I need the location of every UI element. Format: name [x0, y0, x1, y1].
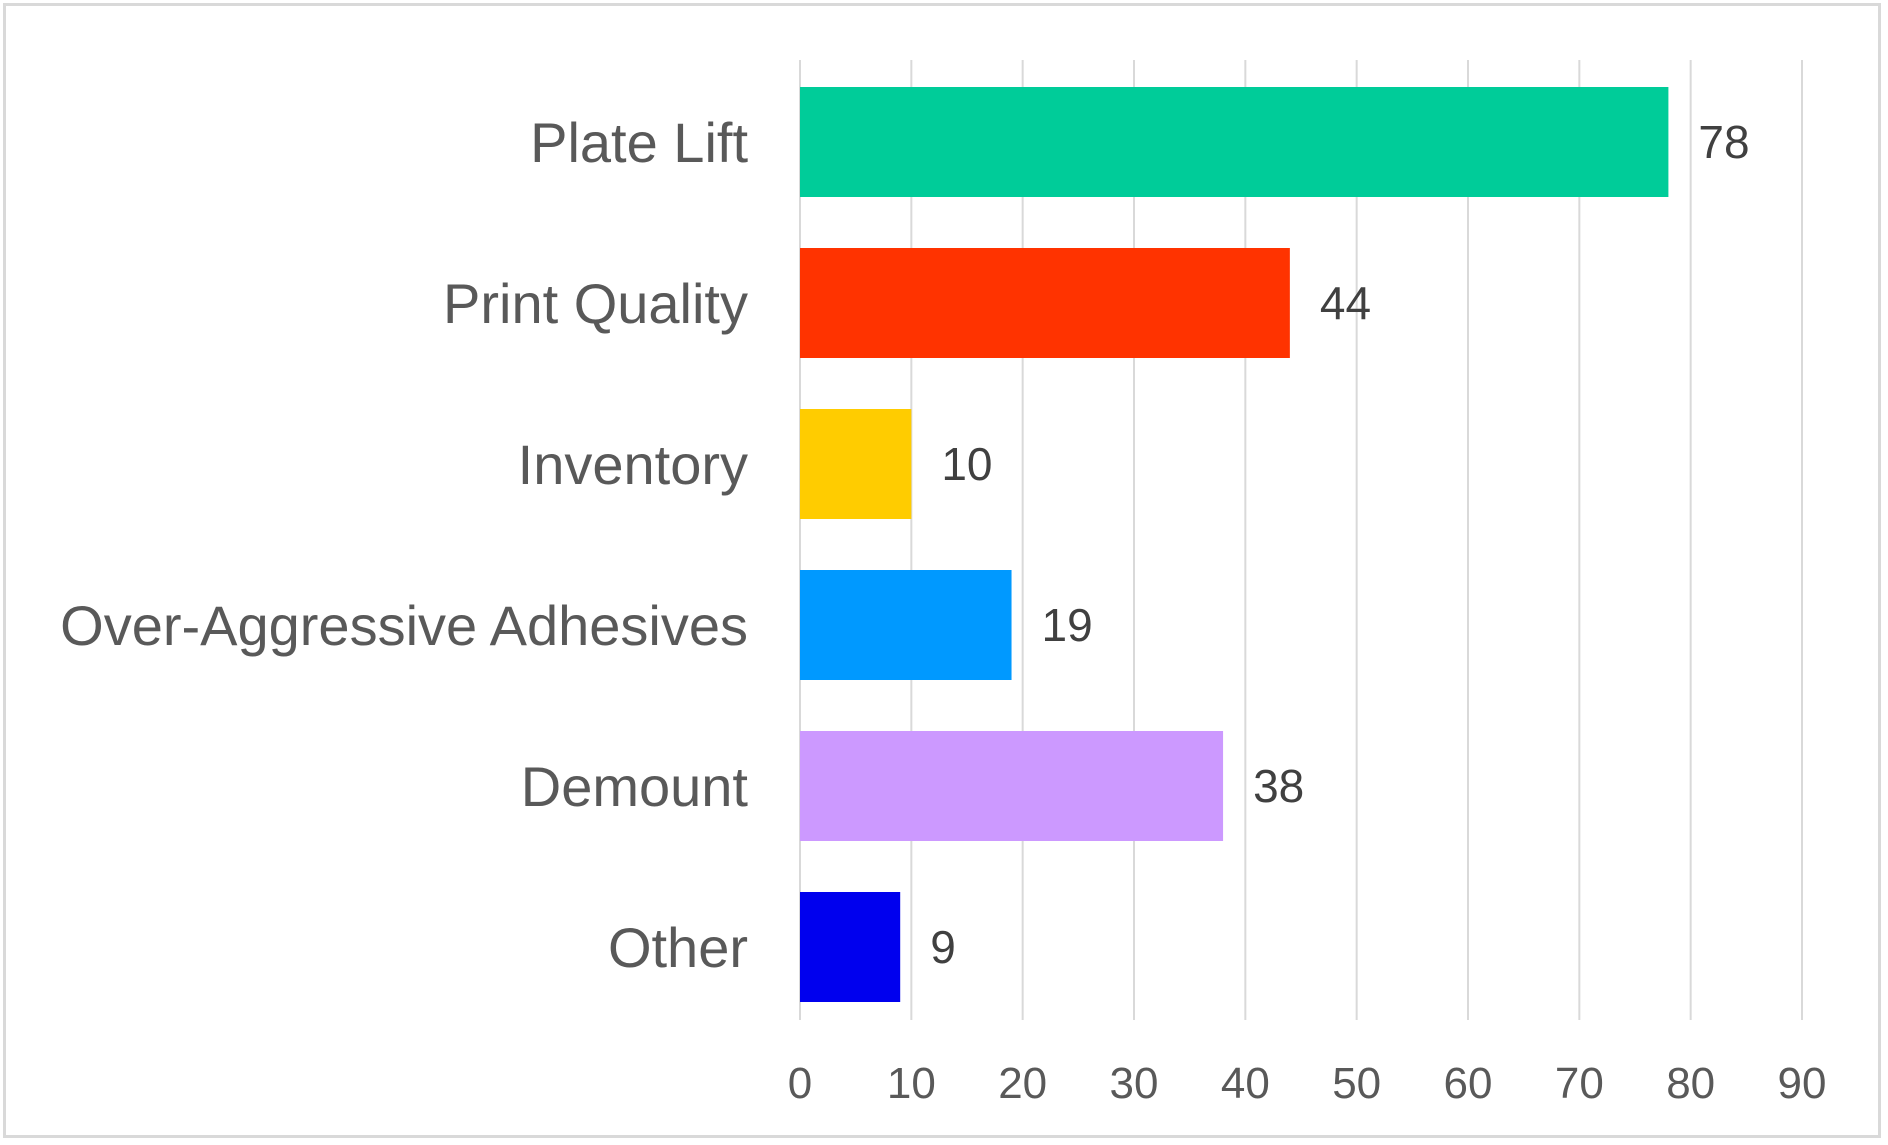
x-tick-labels: 0 10 20 30 40 50 60 70 80 90	[788, 1059, 1827, 1108]
bar-demount	[800, 731, 1224, 841]
x-tick-label-50: 50	[1332, 1059, 1381, 1108]
x-tick-label-90: 90	[1778, 1059, 1827, 1108]
x-tick-label-70: 70	[1555, 1059, 1604, 1108]
category-labels: Plate Lift Print Quality Inventory Over-Agg…	[60, 111, 748, 979]
value-label-other: 9	[930, 921, 956, 973]
x-tick-label-20: 20	[998, 1059, 1047, 1108]
value-label-over-aggressive-adhesives: 19	[1042, 599, 1093, 651]
bar-other	[800, 892, 901, 1002]
bar-print-quality	[800, 248, 1290, 358]
category-label-inventory: Inventory	[518, 433, 748, 496]
bar-over-aggressive-adhesives	[800, 570, 1012, 680]
category-label-print-quality: Print Quality	[443, 272, 748, 335]
value-label-demount: 38	[1253, 760, 1304, 812]
bars	[800, 87, 1669, 1002]
x-tick-label-80: 80	[1666, 1059, 1715, 1108]
value-label-plate-lift: 78	[1698, 116, 1749, 168]
category-label-over-aggressive-adhesives: Over-Aggressive Adhesives	[60, 594, 748, 657]
category-label-plate-lift: Plate Lift	[530, 111, 748, 174]
bar-plate-lift	[800, 87, 1669, 197]
value-label-print-quality: 44	[1320, 277, 1371, 329]
category-label-other: Other	[608, 916, 748, 979]
x-tick-label-0: 0	[788, 1059, 812, 1108]
x-tick-label-10: 10	[887, 1059, 936, 1108]
gridlines	[799, 60, 1803, 1020]
x-tick-label-40: 40	[1221, 1059, 1270, 1108]
value-label-inventory: 10	[941, 438, 992, 490]
category-label-demount: Demount	[521, 755, 749, 818]
value-labels: 78 44 10 19 38 9	[930, 116, 1749, 973]
x-tick-label-60: 60	[1444, 1059, 1493, 1108]
bar-inventory	[800, 409, 912, 519]
x-tick-label-30: 30	[1110, 1059, 1159, 1108]
